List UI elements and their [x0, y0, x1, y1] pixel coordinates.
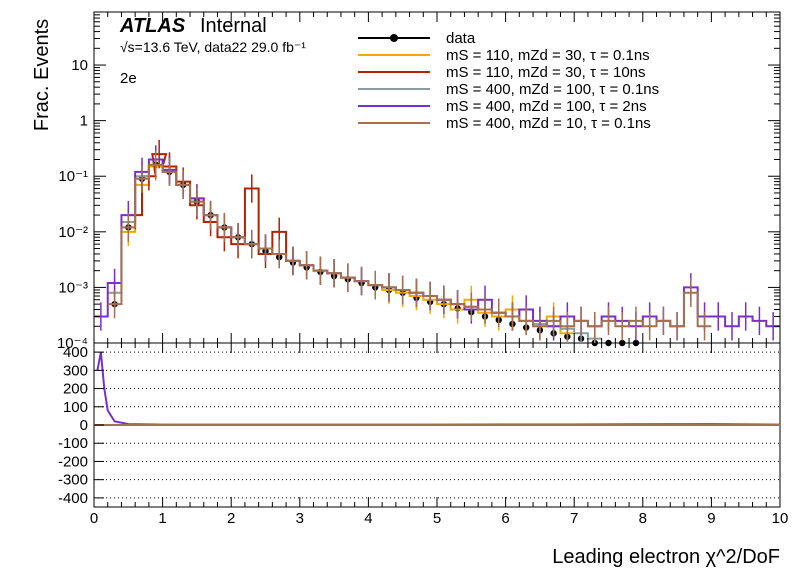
ratio-y-tick-label: -100 [58, 435, 88, 452]
y-tick-label: 10⁻² [58, 224, 88, 241]
ratio-y-tick-label: 100 [63, 399, 88, 416]
channel-label: 2e [120, 70, 137, 87]
x-tick-label: 6 [501, 510, 509, 527]
ratio-y-tick-label: 400 [63, 344, 88, 361]
series-2-line [128, 153, 300, 262]
x-tick-label: 0 [90, 510, 98, 527]
x-tick-label: 7 [570, 510, 578, 527]
ratio-y-tick-label: 300 [63, 362, 88, 379]
y-axis-label: Frac. Events [31, 19, 53, 131]
data-point [605, 339, 612, 347]
main-series-group [94, 139, 780, 347]
x-tick-label: 2 [227, 510, 235, 527]
legend-label: mS = 400, mZd = 10, τ = 0.1ns [446, 115, 651, 132]
experiment-label: ATLAS [119, 15, 186, 37]
legend-marker [390, 34, 398, 42]
x-tick-label: 1 [158, 510, 166, 527]
x-tick-label: 5 [433, 510, 441, 527]
ratio-y-tick-label: -200 [58, 453, 88, 470]
legend-label: mS = 400, mZd = 100, τ = 0.1ns [446, 81, 659, 98]
ratio-y-tick-label: -300 [58, 472, 88, 489]
y-tick-label: 10 [71, 57, 88, 74]
series-5-line [107, 163, 712, 328]
legend-label: mS = 110, mZd = 30, τ = 10ns [446, 64, 646, 81]
ratio-y-tick-label: -400 [58, 490, 88, 507]
data-point [632, 339, 640, 347]
legend-label: mS = 110, mZd = 30, τ = 0.1ns [446, 47, 650, 64]
ratio-y-tick-label: 0 [80, 417, 88, 434]
x-axis-label: Leading electron χ^2/DoF [552, 546, 780, 568]
data-point [619, 339, 626, 347]
x-tick-label: 8 [639, 510, 647, 527]
legend-label: data [446, 30, 476, 47]
y-tick-label: 1 [80, 113, 88, 130]
y-tick-label: 10⁻³ [58, 279, 88, 296]
ratio-series-group [94, 351, 781, 426]
experiment-status: Internal [200, 15, 267, 37]
series-3-line [107, 163, 602, 340]
info-line: √s=13.6 TeV, data22 29.0 fb⁻¹ [120, 39, 306, 55]
ratio-y-tick-label: 200 [63, 381, 88, 398]
y-tick-label: 10⁻⁴ [57, 335, 88, 352]
y-tick-label: 10⁻¹ [58, 168, 88, 185]
x-tick-label: 4 [364, 510, 372, 527]
legend-label: mS = 400, mZd = 100, τ = 2ns [446, 98, 647, 115]
main-plot-frame [93, 11, 781, 344]
x-tick-label: 9 [707, 510, 715, 527]
x-tick-label: 3 [296, 510, 304, 527]
x-tick-label: 10 [772, 510, 789, 527]
